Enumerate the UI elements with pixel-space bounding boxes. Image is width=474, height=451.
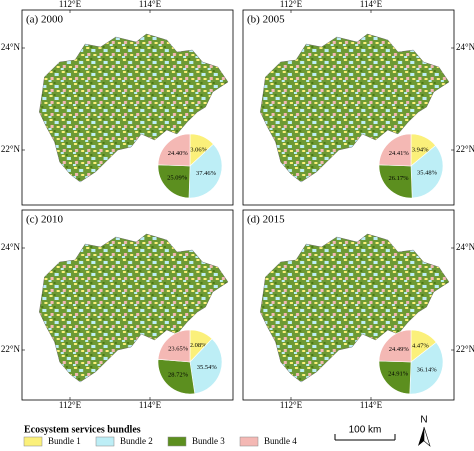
- longitude-label: 114°E: [360, 400, 383, 410]
- pie-slice: [378, 360, 412, 395]
- slice-label: 26.17%: [389, 175, 410, 182]
- slice-label: 25.09%: [167, 174, 188, 181]
- north-arrow: N: [418, 415, 431, 447]
- pie-slice: [157, 133, 191, 167]
- slice-label: 23.65%: [168, 346, 189, 353]
- pie-slice: [378, 133, 412, 167]
- longitude-label: 114°E: [360, 0, 383, 9]
- panel-label: (a) 2000: [26, 14, 63, 26]
- legend-title: Ecosystem services bundles: [24, 424, 141, 435]
- longitude-label: 112°E: [280, 0, 303, 9]
- legend-swatch: [167, 436, 187, 447]
- slice-label: 14.47%: [409, 343, 430, 350]
- longitude-label: 112°E: [59, 0, 82, 9]
- pie-chart: 13.06% 37.46% 25.09% 24.40%: [157, 133, 223, 199]
- scale-bar: 100 km: [334, 425, 396, 441]
- legend-label: Bundle 4: [264, 436, 297, 446]
- longitude-label: 114°E: [139, 400, 162, 410]
- legend: Ecosystem services bundles Bundle 1 Bundl…: [23, 424, 297, 447]
- map-panel: (a) 2000 112°E 114°E 24°N 22°N: [1, 0, 234, 206]
- north-label: N: [420, 415, 427, 426]
- legend-swatch: [95, 436, 115, 447]
- slice-label: 35.54%: [197, 364, 218, 371]
- latitude-label: 22°N: [456, 344, 474, 354]
- panel-label: (c) 2010: [26, 214, 63, 226]
- pie-slice: [188, 143, 223, 199]
- longitude-label: 112°E: [280, 400, 303, 410]
- legend-label: Bundle 2: [120, 436, 153, 446]
- scale-label: 100 km: [349, 425, 382, 436]
- panel-label: (b) 2005: [247, 14, 285, 26]
- pie-slice: [409, 341, 444, 395]
- slice-label: 35.48%: [417, 170, 438, 177]
- pie-slice: [378, 164, 413, 199]
- pie-chart: 13.94% 35.48% 26.17% 24.41%: [378, 133, 444, 199]
- pie-slice: [378, 329, 412, 363]
- slice-label: 24.40%: [168, 150, 189, 157]
- pie-slice: [410, 145, 444, 199]
- pie-slice: [157, 329, 191, 363]
- slice-label: 28.72%: [168, 371, 189, 378]
- latitude-label: 24°N: [1, 242, 21, 252]
- legend-label: Bundle 1: [48, 436, 81, 446]
- latitude-label: 24°N: [1, 42, 21, 52]
- legend-swatch: [239, 436, 259, 447]
- longitude-label: 112°E: [59, 400, 82, 410]
- latitude-label: 22°N: [456, 144, 474, 154]
- slice-label: 37.46%: [196, 170, 217, 177]
- pie-chart: 12.08% 35.54% 28.72% 23.65%: [157, 329, 223, 395]
- pie-slice: [157, 164, 191, 199]
- latitude-label: 24°N: [456, 242, 474, 252]
- map-panel: (d) 2015 112°E 114°E 24°N 22°N: [242, 209, 474, 410]
- slice-label: 13.06%: [187, 146, 208, 153]
- latitude-label: 22°N: [1, 344, 21, 354]
- pie-chart: 14.47% 36.14% 24.91% 24.49%: [378, 329, 444, 395]
- longitude-label: 114°E: [139, 0, 162, 9]
- slice-label: 24.91%: [388, 370, 409, 377]
- latitude-label: 24°N: [456, 42, 474, 52]
- slice-label: 36.14%: [417, 367, 438, 374]
- panel-label: (d) 2015: [247, 214, 285, 226]
- legend-label: Bundle 3: [192, 436, 225, 446]
- pie-slice: [157, 358, 196, 395]
- slice-label: 13.94%: [408, 147, 429, 154]
- slice-label: 24.41%: [389, 150, 410, 157]
- legend-swatch: [23, 436, 43, 447]
- latitude-label: 22°N: [1, 144, 21, 154]
- slice-label: 24.49%: [389, 346, 410, 353]
- map-panel: (b) 2005 112°E 114°E 24°N 22°N: [242, 0, 474, 206]
- pie-slice: [189, 338, 223, 394]
- slice-label: 12.08%: [186, 342, 207, 349]
